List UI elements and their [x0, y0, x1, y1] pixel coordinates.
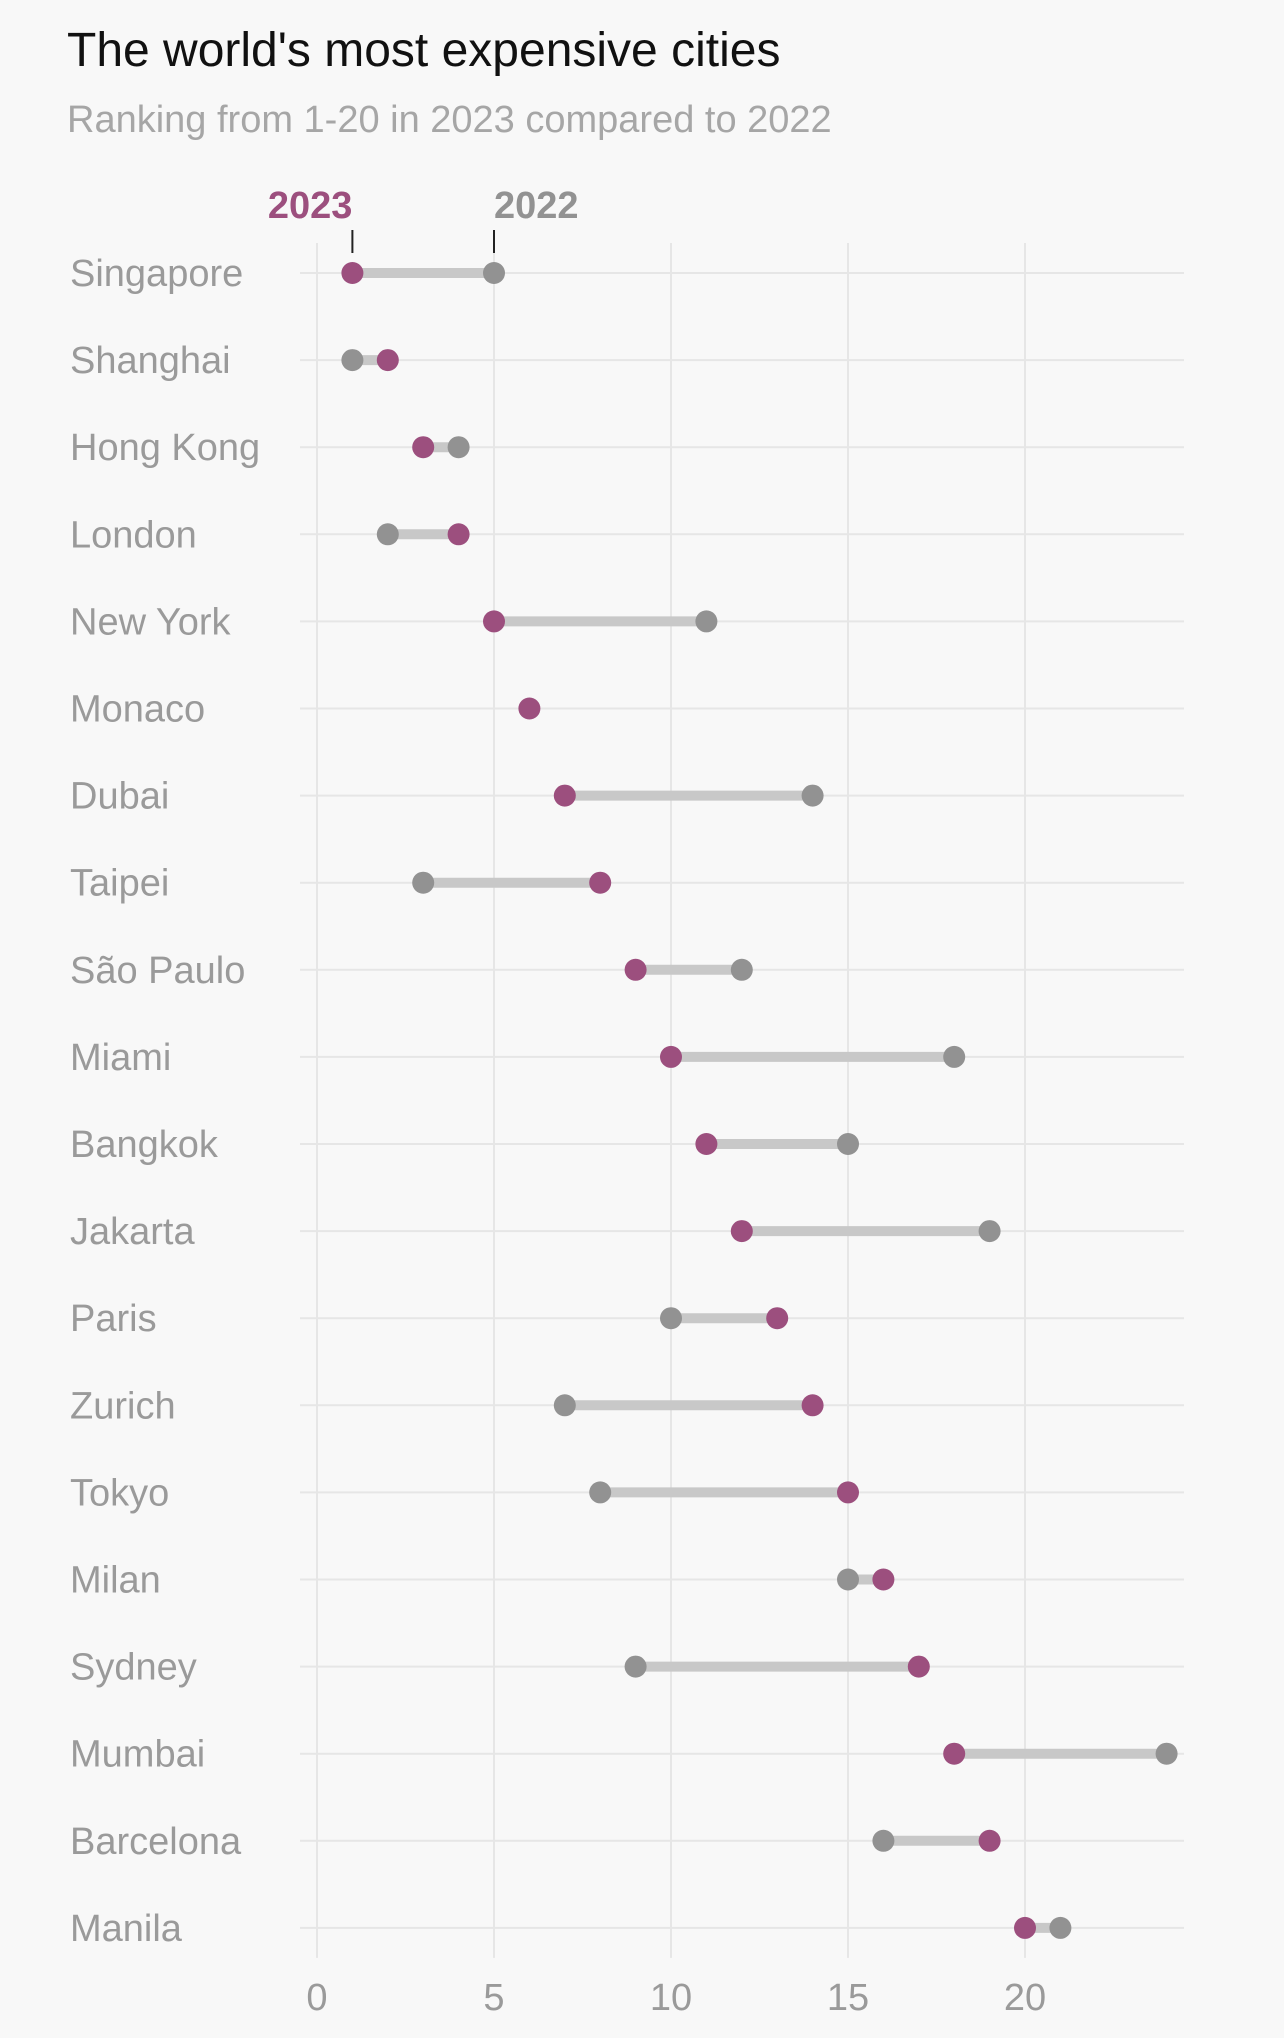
point-2022-6: [801, 784, 824, 807]
y-label: Hong Kong: [70, 427, 260, 469]
point-2023-6: [553, 784, 576, 807]
point-2022-10: [837, 1133, 859, 1155]
point-2022-14: [589, 1481, 612, 1504]
x-tick-label: 5: [483, 1977, 504, 2019]
point-2022-17: [1155, 1742, 1178, 1765]
point-2023-5: [518, 697, 541, 720]
point-2022-18: [872, 1829, 895, 1852]
y-label: Mumbai: [70, 1734, 205, 1776]
y-label: New York: [70, 601, 232, 643]
point-2022-13: [553, 1394, 576, 1417]
x-tick-label: 15: [827, 1977, 869, 2019]
point-2022-15: [837, 1568, 859, 1591]
y-label: London: [70, 514, 197, 556]
point-2022-11: [978, 1220, 1001, 1243]
point-2023-15: [872, 1568, 895, 1591]
legend-label-2022: 2022: [494, 185, 579, 227]
y-label: São Paulo: [70, 950, 245, 992]
point-2023-8: [624, 958, 647, 981]
point-2022-2: [447, 436, 470, 459]
point-2023-19: [1014, 1916, 1036, 1939]
y-label: Tokyo: [70, 1472, 169, 1514]
point-2023-12: [766, 1307, 789, 1330]
y-label: Milan: [70, 1560, 161, 1602]
point-2022-7: [412, 871, 435, 894]
point-2022-9: [943, 1045, 966, 1068]
point-2023-0: [341, 262, 364, 284]
x-axis-ticks: 0 5 10 15 20: [306, 1977, 1046, 2019]
point-2023-14: [837, 1481, 859, 1504]
point-2023-1: [376, 349, 399, 372]
point-2022-8: [730, 958, 753, 981]
point-2022-12: [660, 1307, 682, 1330]
y-label: Manila: [70, 1908, 183, 1950]
point-2022-0: [483, 262, 505, 284]
y-label: Paris: [70, 1298, 157, 1340]
point-2023-7: [589, 871, 612, 894]
legend-label-2023: 2023: [268, 185, 353, 227]
y-axis-labels: Singapore Shanghai Hong Kong London New York…: [70, 253, 260, 1950]
x-tick-label: 10: [650, 1977, 692, 2019]
point-2023-10: [695, 1133, 718, 1155]
point-2023-11: [730, 1220, 753, 1243]
y-label: Miami: [70, 1037, 171, 1079]
y-label: Jakarta: [70, 1211, 195, 1253]
data-marks: [341, 262, 1178, 1939]
x-tick-label: 20: [1004, 1977, 1046, 2019]
y-label: Barcelona: [70, 1821, 242, 1863]
point-2023-3: [447, 523, 470, 546]
y-label: Sydney: [70, 1647, 197, 1689]
point-2023-2: [412, 436, 435, 459]
y-label: Singapore: [70, 253, 243, 295]
legend: 2023 2022: [268, 185, 579, 253]
point-2023-17: [943, 1742, 966, 1765]
chart-subtitle: Ranking from 1-20 in 2023 compared to 20…: [67, 99, 832, 141]
y-label: Dubai: [70, 776, 169, 818]
y-label: Zurich: [70, 1385, 176, 1427]
y-label: Shanghai: [70, 340, 231, 382]
x-tick-label: 0: [306, 1977, 327, 2019]
point-2022-4: [695, 610, 718, 633]
chart-title: The world's most expensive cities: [67, 24, 780, 77]
point-2022-16: [624, 1655, 647, 1678]
point-2023-16: [907, 1655, 930, 1678]
point-2022-3: [376, 523, 399, 546]
y-label: Monaco: [70, 689, 205, 731]
point-2022-19: [1049, 1916, 1072, 1939]
point-2023-4: [483, 610, 505, 633]
point-2023-18: [978, 1829, 1001, 1852]
point-2022-1: [341, 349, 364, 372]
gridlines: [316, 243, 1026, 1958]
y-label: Bangkok: [70, 1124, 219, 1166]
point-2023-13: [801, 1394, 824, 1417]
row-lines: [300, 272, 1184, 1929]
point-2023-9: [660, 1045, 682, 1068]
y-label: Taipei: [70, 863, 169, 905]
